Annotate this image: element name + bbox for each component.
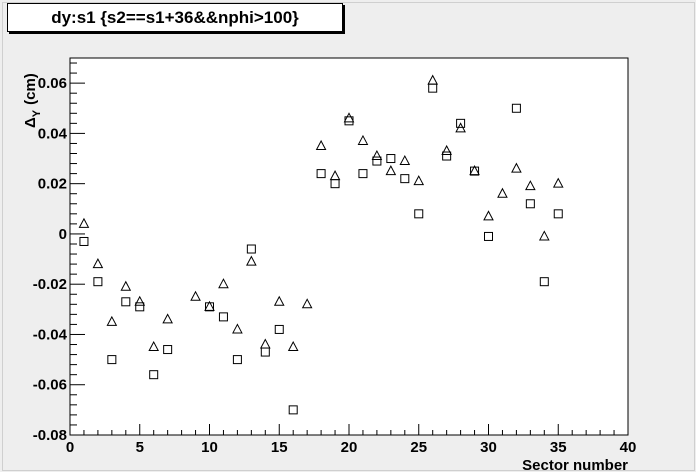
chart-title: dy:s1 {s2==s1+36&&nphi>100} bbox=[51, 8, 299, 27]
y-tick-label: -0.08 bbox=[33, 427, 67, 444]
triangle-marker bbox=[538, 230, 550, 241]
x-tick-label: 40 bbox=[620, 439, 637, 456]
triangle-marker bbox=[399, 154, 411, 166]
square-marker bbox=[344, 116, 354, 126]
square-marker bbox=[330, 179, 340, 189]
triangle-marker bbox=[483, 210, 494, 221]
triangle-marker bbox=[343, 112, 355, 123]
x-axis-title: Sector number bbox=[522, 457, 628, 472]
square-marker bbox=[414, 209, 424, 219]
square-marker bbox=[246, 244, 256, 254]
square-marker bbox=[484, 231, 493, 241]
x-tick-label: 10 bbox=[201, 439, 218, 456]
triangle-marker bbox=[148, 340, 160, 352]
square-marker bbox=[288, 405, 298, 415]
square-marker bbox=[386, 154, 396, 164]
triangle-marker bbox=[134, 295, 146, 306]
x-tick-label: 0 bbox=[66, 439, 74, 456]
y-tick-label: 0.04 bbox=[38, 125, 68, 142]
data-markers bbox=[78, 74, 564, 415]
square-marker bbox=[539, 277, 549, 287]
y-tick-label: 0.02 bbox=[38, 176, 67, 193]
square-marker bbox=[205, 302, 214, 312]
triangle-marker bbox=[287, 340, 299, 352]
triangle-marker bbox=[511, 162, 522, 173]
y-tick-label: -0.04 bbox=[33, 326, 68, 343]
x-axis-ticks: 0 5 10 15 20 25 30 35 40 bbox=[66, 424, 637, 456]
square-marker bbox=[149, 370, 159, 380]
triangle-marker bbox=[385, 165, 397, 176]
y-tick-label: -0.02 bbox=[33, 276, 67, 293]
y-axis-title-unit: (cm) bbox=[22, 73, 39, 105]
y-tick-label: 0.06 bbox=[38, 75, 67, 92]
triangle-marker bbox=[371, 149, 383, 161]
x-tick-label: 15 bbox=[271, 439, 288, 456]
square-marker bbox=[316, 169, 326, 179]
triangle-marker bbox=[162, 313, 173, 324]
square-marker bbox=[470, 166, 480, 176]
triangle-marker bbox=[232, 323, 243, 334]
triangle-marker bbox=[218, 278, 229, 289]
triangle-marker bbox=[92, 258, 104, 269]
y-axis-title-subscript: Y bbox=[31, 109, 43, 117]
square-marker bbox=[553, 209, 563, 219]
triangle-marker bbox=[273, 295, 285, 306]
square-marker bbox=[163, 345, 173, 355]
plot-area bbox=[69, 57, 629, 436]
square-marker bbox=[260, 347, 270, 357]
y-tick-label: 0 bbox=[59, 226, 67, 243]
square-marker bbox=[107, 355, 117, 365]
triangle-marker bbox=[190, 290, 201, 301]
x-tick-label: 25 bbox=[410, 439, 427, 456]
x-tick-label: 30 bbox=[480, 439, 497, 456]
square-marker bbox=[232, 355, 242, 365]
triangle-marker bbox=[525, 180, 536, 191]
triangle-marker bbox=[78, 217, 90, 228]
triangle-marker bbox=[246, 255, 257, 266]
y-axis-title-symbol: Δ bbox=[22, 117, 39, 128]
triangle-marker bbox=[120, 280, 132, 291]
triangle-marker bbox=[301, 298, 313, 309]
square-marker bbox=[456, 118, 466, 128]
y-axis-title: ΔY (cm) bbox=[22, 73, 43, 128]
svg-text:ΔY(cm): ΔY (cm) bbox=[22, 73, 43, 128]
triangle-marker bbox=[315, 139, 327, 150]
square-marker bbox=[442, 151, 452, 161]
square-marker bbox=[511, 103, 521, 113]
chart-title-box: dy:s1 {s2==s1+36&&nphi>100} bbox=[7, 3, 343, 32]
triangle-marker bbox=[552, 177, 564, 188]
triangle-marker bbox=[497, 187, 508, 198]
square-marker bbox=[372, 156, 382, 166]
square-marker bbox=[218, 312, 228, 322]
x-tick-label: 5 bbox=[136, 439, 144, 456]
square-marker bbox=[358, 169, 368, 179]
square-marker bbox=[428, 83, 438, 93]
square-marker bbox=[400, 174, 410, 184]
square-marker bbox=[121, 297, 131, 307]
square-marker bbox=[79, 236, 89, 246]
y-axis-ticks: -0.08 -0.06 -0.04 -0.02 0 0.02 0.04 0.06 bbox=[33, 62, 85, 444]
square-marker bbox=[135, 302, 145, 312]
square-marker bbox=[525, 199, 535, 209]
x-tick-label: 35 bbox=[550, 439, 567, 456]
square-marker bbox=[93, 277, 103, 287]
square-marker bbox=[274, 324, 284, 334]
triangle-marker bbox=[413, 175, 425, 186]
triangle-marker bbox=[441, 144, 452, 155]
y-tick-label: -0.06 bbox=[33, 377, 67, 394]
triangle-marker bbox=[357, 134, 369, 145]
triangle-marker bbox=[106, 315, 118, 326]
x-tick-label: 20 bbox=[341, 439, 358, 456]
